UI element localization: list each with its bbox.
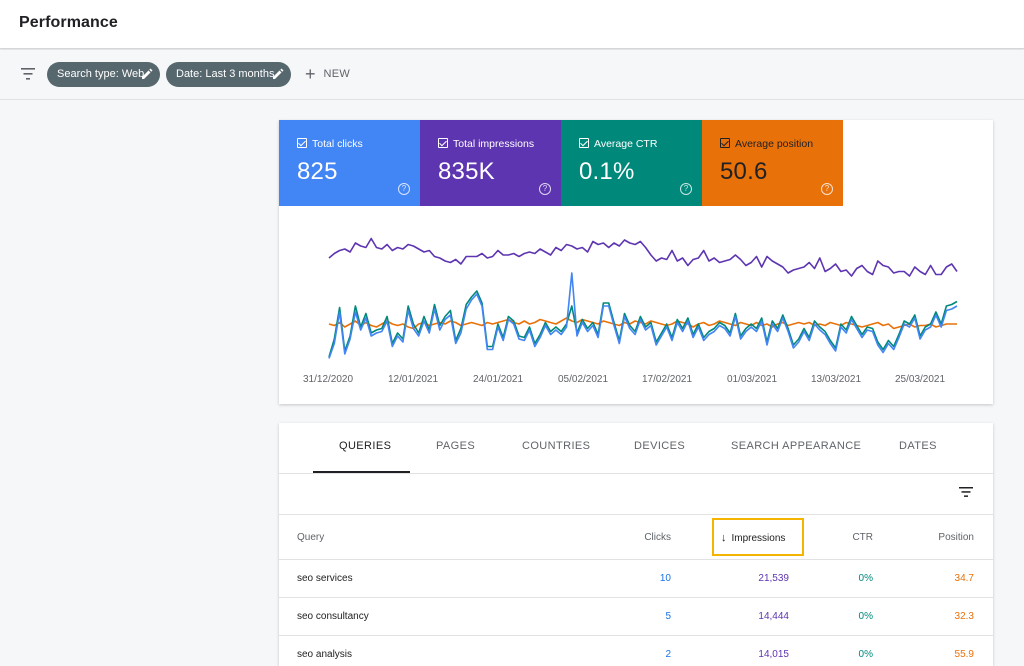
metric-value: 50.6 — [720, 158, 768, 185]
cell-impressions: 14,015 — [758, 649, 789, 660]
metric-label: Total clicks — [312, 138, 363, 150]
tab-search-appearance[interactable]: SEARCH APPEARANCE — [731, 440, 862, 452]
total-clicks-card[interactable]: Total clicks 825 ? — [279, 120, 420, 206]
cell-position: 55.9 — [954, 649, 974, 660]
dimension-tabs: QUERIES PAGES COUNTRIES DEVICES SEARCH A… — [279, 423, 993, 474]
cell-impressions: 21,539 — [758, 573, 789, 584]
impressions-series-line — [328, 237, 958, 277]
tab-countries[interactable]: COUNTRIES — [522, 440, 591, 452]
average-position-card[interactable]: Average position 50.6 ? — [702, 120, 843, 206]
column-header-impressions[interactable]: ↓ Impressions — [721, 532, 785, 544]
ctr-series-line — [328, 290, 958, 358]
table-filter-icon[interactable] — [959, 486, 973, 498]
x-tick-label: 01/03/2021 — [727, 374, 778, 385]
cell-impressions: 14,444 — [758, 611, 789, 622]
tab-queries[interactable]: QUERIES — [339, 440, 392, 452]
x-tick-label: 12/01/2021 — [388, 374, 439, 385]
x-tick-label: 17/02/2021 — [642, 374, 693, 385]
new-filter-label: NEW — [323, 68, 351, 80]
active-tab-indicator — [313, 471, 410, 473]
help-icon[interactable]: ? — [398, 183, 410, 195]
table-toolbar — [279, 474, 993, 515]
checkbox-icon[interactable] — [720, 138, 730, 148]
performance-line-chart — [328, 237, 958, 359]
cell-position: 32.3 — [954, 611, 974, 622]
metric-value: 825 — [297, 158, 338, 185]
cell-ctr: 0% — [858, 649, 873, 660]
help-icon[interactable]: ? — [680, 183, 692, 195]
x-tick-label: 05/02/2021 — [558, 374, 609, 385]
results-table-card: QUERIES PAGES COUNTRIES DEVICES SEARCH A… — [279, 423, 993, 666]
table-row[interactable]: seo services 10 21,539 0% 34.7 — [279, 560, 993, 598]
top-bar: Performance — [0, 0, 1024, 49]
checkbox-icon[interactable] — [297, 138, 307, 148]
help-icon[interactable]: ? — [539, 183, 551, 195]
sort-highlight — [712, 518, 804, 556]
tab-pages[interactable]: PAGES — [436, 440, 476, 452]
cell-ctr: 0% — [858, 611, 873, 622]
column-header-ctr[interactable]: CTR — [852, 532, 873, 543]
checkbox-icon[interactable] — [579, 138, 589, 148]
column-header-position[interactable]: Position — [938, 532, 974, 543]
date-range-chip-label: Date: Last 3 months — [176, 68, 275, 80]
cell-clicks: 5 — [665, 611, 671, 622]
edit-icon — [142, 68, 153, 79]
edit-icon — [273, 68, 284, 79]
cell-ctr: 0% — [858, 573, 873, 584]
total-impressions-card[interactable]: Total impressions 835K ? — [420, 120, 561, 206]
cell-query: seo analysis — [297, 649, 353, 660]
metric-value: 0.1% — [579, 158, 635, 185]
clicks-series-line — [328, 272, 958, 359]
new-filter-button[interactable]: + NEW — [305, 62, 350, 87]
metric-label: Average CTR — [594, 138, 658, 150]
average-ctr-card[interactable]: Average CTR 0.1% ? — [561, 120, 702, 206]
table-row[interactable]: seo consultancy 5 14,444 0% 32.3 — [279, 598, 993, 636]
x-tick-label: 31/12/2020 — [303, 374, 354, 385]
metric-label: Total impressions — [453, 138, 535, 150]
metric-label: Average position — [735, 138, 814, 150]
sort-down-arrow-icon: ↓ — [721, 532, 727, 544]
table-header: Query Clicks CTR Position — [279, 515, 993, 560]
cell-query: seo consultancy — [297, 611, 369, 622]
tab-devices[interactable]: DEVICES — [634, 440, 686, 452]
cell-position: 34.7 — [954, 573, 974, 584]
cell-query: seo services — [297, 573, 353, 584]
tab-dates[interactable]: DATES — [899, 440, 937, 452]
performance-chart-card: Total clicks 825 ? Total impressions 835… — [279, 120, 993, 404]
column-header-query[interactable]: Query — [297, 532, 325, 543]
plus-icon: + — [305, 64, 316, 84]
x-tick-label: 25/03/2021 — [895, 374, 946, 385]
date-range-chip[interactable]: Date: Last 3 months — [166, 62, 291, 87]
filter-bar: Search type: Web Date: Last 3 months + NE… — [0, 50, 1024, 100]
search-type-chip-label: Search type: Web — [57, 68, 145, 80]
column-header-impressions-label: Impressions — [731, 533, 786, 544]
x-tick-label: 24/01/2021 — [473, 374, 524, 385]
cell-clicks: 10 — [659, 573, 671, 584]
x-tick-label: 13/03/2021 — [811, 374, 862, 385]
cell-clicks: 2 — [665, 649, 671, 660]
page-title: Performance — [19, 14, 118, 31]
filter-icon[interactable] — [20, 67, 36, 81]
table-row[interactable]: seo analysis 2 14,015 0% 55.9 — [279, 636, 993, 666]
checkbox-icon[interactable] — [438, 138, 448, 148]
column-header-clicks[interactable]: Clicks — [644, 532, 671, 543]
metric-value: 835K — [438, 158, 495, 185]
search-type-chip[interactable]: Search type: Web — [47, 62, 160, 87]
help-icon[interactable]: ? — [821, 183, 833, 195]
